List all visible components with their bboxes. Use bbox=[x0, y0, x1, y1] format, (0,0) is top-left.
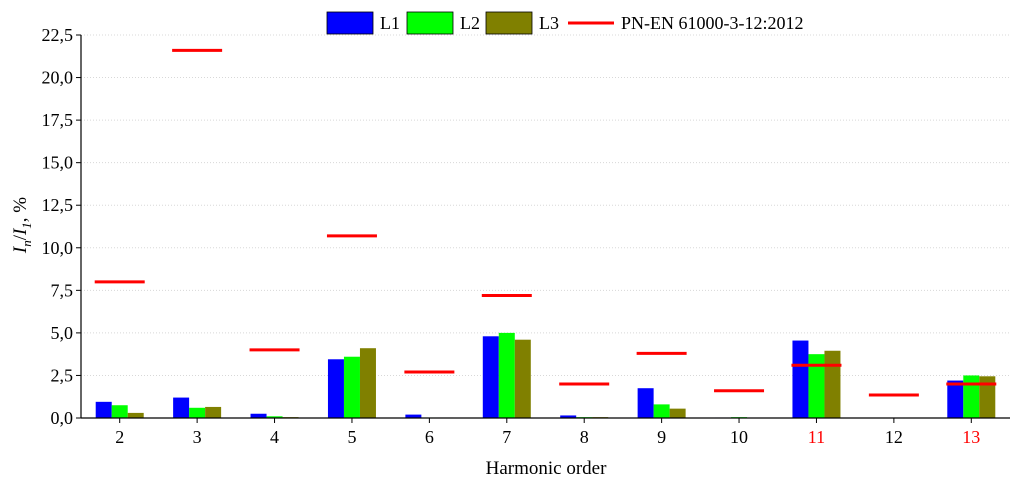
bar-l1-h3 bbox=[173, 397, 190, 418]
legend-label-limit: PN-EN 61000-3-12:2012 bbox=[621, 13, 804, 33]
legend-swatch-l1 bbox=[326, 11, 374, 35]
bar-l3-h11 bbox=[824, 350, 841, 418]
bar-l1-h13 bbox=[947, 380, 964, 418]
x-tick-label-10: 10 bbox=[730, 427, 748, 447]
y-tick-label: 7,5 bbox=[51, 280, 74, 300]
bar-l2-h13 bbox=[963, 375, 980, 418]
bar-l2-h4 bbox=[266, 416, 283, 418]
x-tick-label-9: 9 bbox=[657, 427, 666, 447]
bar-l2-h11 bbox=[808, 354, 825, 418]
legend-swatch-l2 bbox=[406, 11, 454, 35]
legend: L1 L2 L3 PN-EN 61000-3-12:2012 bbox=[326, 11, 804, 35]
bar-l1-h11 bbox=[792, 340, 809, 418]
x-tick-label-4: 4 bbox=[270, 427, 279, 447]
grid-lines bbox=[81, 34, 1010, 376]
axes bbox=[76, 34, 1010, 423]
bar-l1-h4 bbox=[250, 413, 267, 418]
x-tick-label-3: 3 bbox=[193, 427, 202, 447]
y-tick-label: 5,0 bbox=[51, 323, 74, 343]
bar-l3-h13 bbox=[979, 376, 996, 418]
bar-l2-h3 bbox=[189, 407, 206, 418]
y-tick-label: 15,0 bbox=[42, 153, 74, 173]
y-axis-title-slash: / bbox=[10, 234, 31, 240]
bar-l2-h9 bbox=[653, 404, 670, 418]
y-tick-label: 10,0 bbox=[42, 238, 74, 258]
limit-lines-group bbox=[94, 48, 997, 397]
y-tick-label: 2,5 bbox=[51, 365, 74, 385]
bar-l3-h5 bbox=[359, 348, 376, 418]
bar-l1-h9 bbox=[637, 388, 654, 418]
x-tick-label-12: 12 bbox=[885, 427, 903, 447]
x-axis-title: Harmonic order bbox=[486, 458, 607, 479]
y-axis-title-main2: I bbox=[10, 227, 31, 236]
bar-l1-h8 bbox=[560, 415, 577, 418]
bar-l2-h7 bbox=[498, 332, 515, 418]
legend-label-l2: L2 bbox=[460, 13, 480, 33]
bar-l2-h5 bbox=[343, 356, 360, 418]
x-tick-label-6: 6 bbox=[425, 427, 434, 447]
legend-label-l3: L3 bbox=[539, 13, 559, 33]
x-tick-label-8: 8 bbox=[580, 427, 589, 447]
y-tick-label: 22,5 bbox=[42, 25, 74, 45]
x-tick-label-7: 7 bbox=[502, 427, 511, 447]
y-tick-label: 17,5 bbox=[42, 110, 74, 130]
bars-group bbox=[95, 332, 996, 418]
x-tick-label-13: 13 bbox=[962, 427, 980, 447]
y-tick-label: 12,5 bbox=[42, 195, 74, 215]
y-axis-title-main: I bbox=[10, 245, 31, 254]
legend-swatch-l3 bbox=[485, 11, 533, 35]
y-tick-labels: 0,0 2,5 5,0 7,5 10,0 12,5 15,0 17,5 20,0 22,5 bbox=[42, 25, 74, 428]
y-axis-title-sub2: 1 bbox=[19, 222, 34, 229]
bar-l1-h6 bbox=[405, 414, 422, 418]
y-axis-title-suffix: , % bbox=[10, 197, 31, 223]
y-axis-title-sub1: n bbox=[19, 240, 34, 247]
y-axis-title: In/I1, % bbox=[10, 197, 34, 254]
x-tick-label-2: 2 bbox=[115, 427, 124, 447]
bar-l1-h2 bbox=[95, 401, 112, 418]
y-tick-label: 0,0 bbox=[51, 408, 74, 428]
bar-l2-h2 bbox=[111, 405, 128, 418]
bar-l3-h3 bbox=[205, 406, 222, 418]
bar-l3-h2 bbox=[127, 412, 144, 418]
x-tick-label-5: 5 bbox=[347, 427, 356, 447]
bar-l1-h5 bbox=[327, 359, 344, 418]
legend-label-l1: L1 bbox=[380, 13, 400, 33]
bar-l1-h7 bbox=[482, 336, 499, 418]
y-tick-label: 20,0 bbox=[42, 68, 74, 88]
bar-l3-h7 bbox=[514, 339, 531, 418]
x-tick-labels: 2 3 4 5 6 7 8 9 10 11 12 13 bbox=[115, 427, 980, 447]
bar-l3-h9 bbox=[669, 408, 686, 418]
x-tick-label-11: 11 bbox=[808, 427, 825, 447]
